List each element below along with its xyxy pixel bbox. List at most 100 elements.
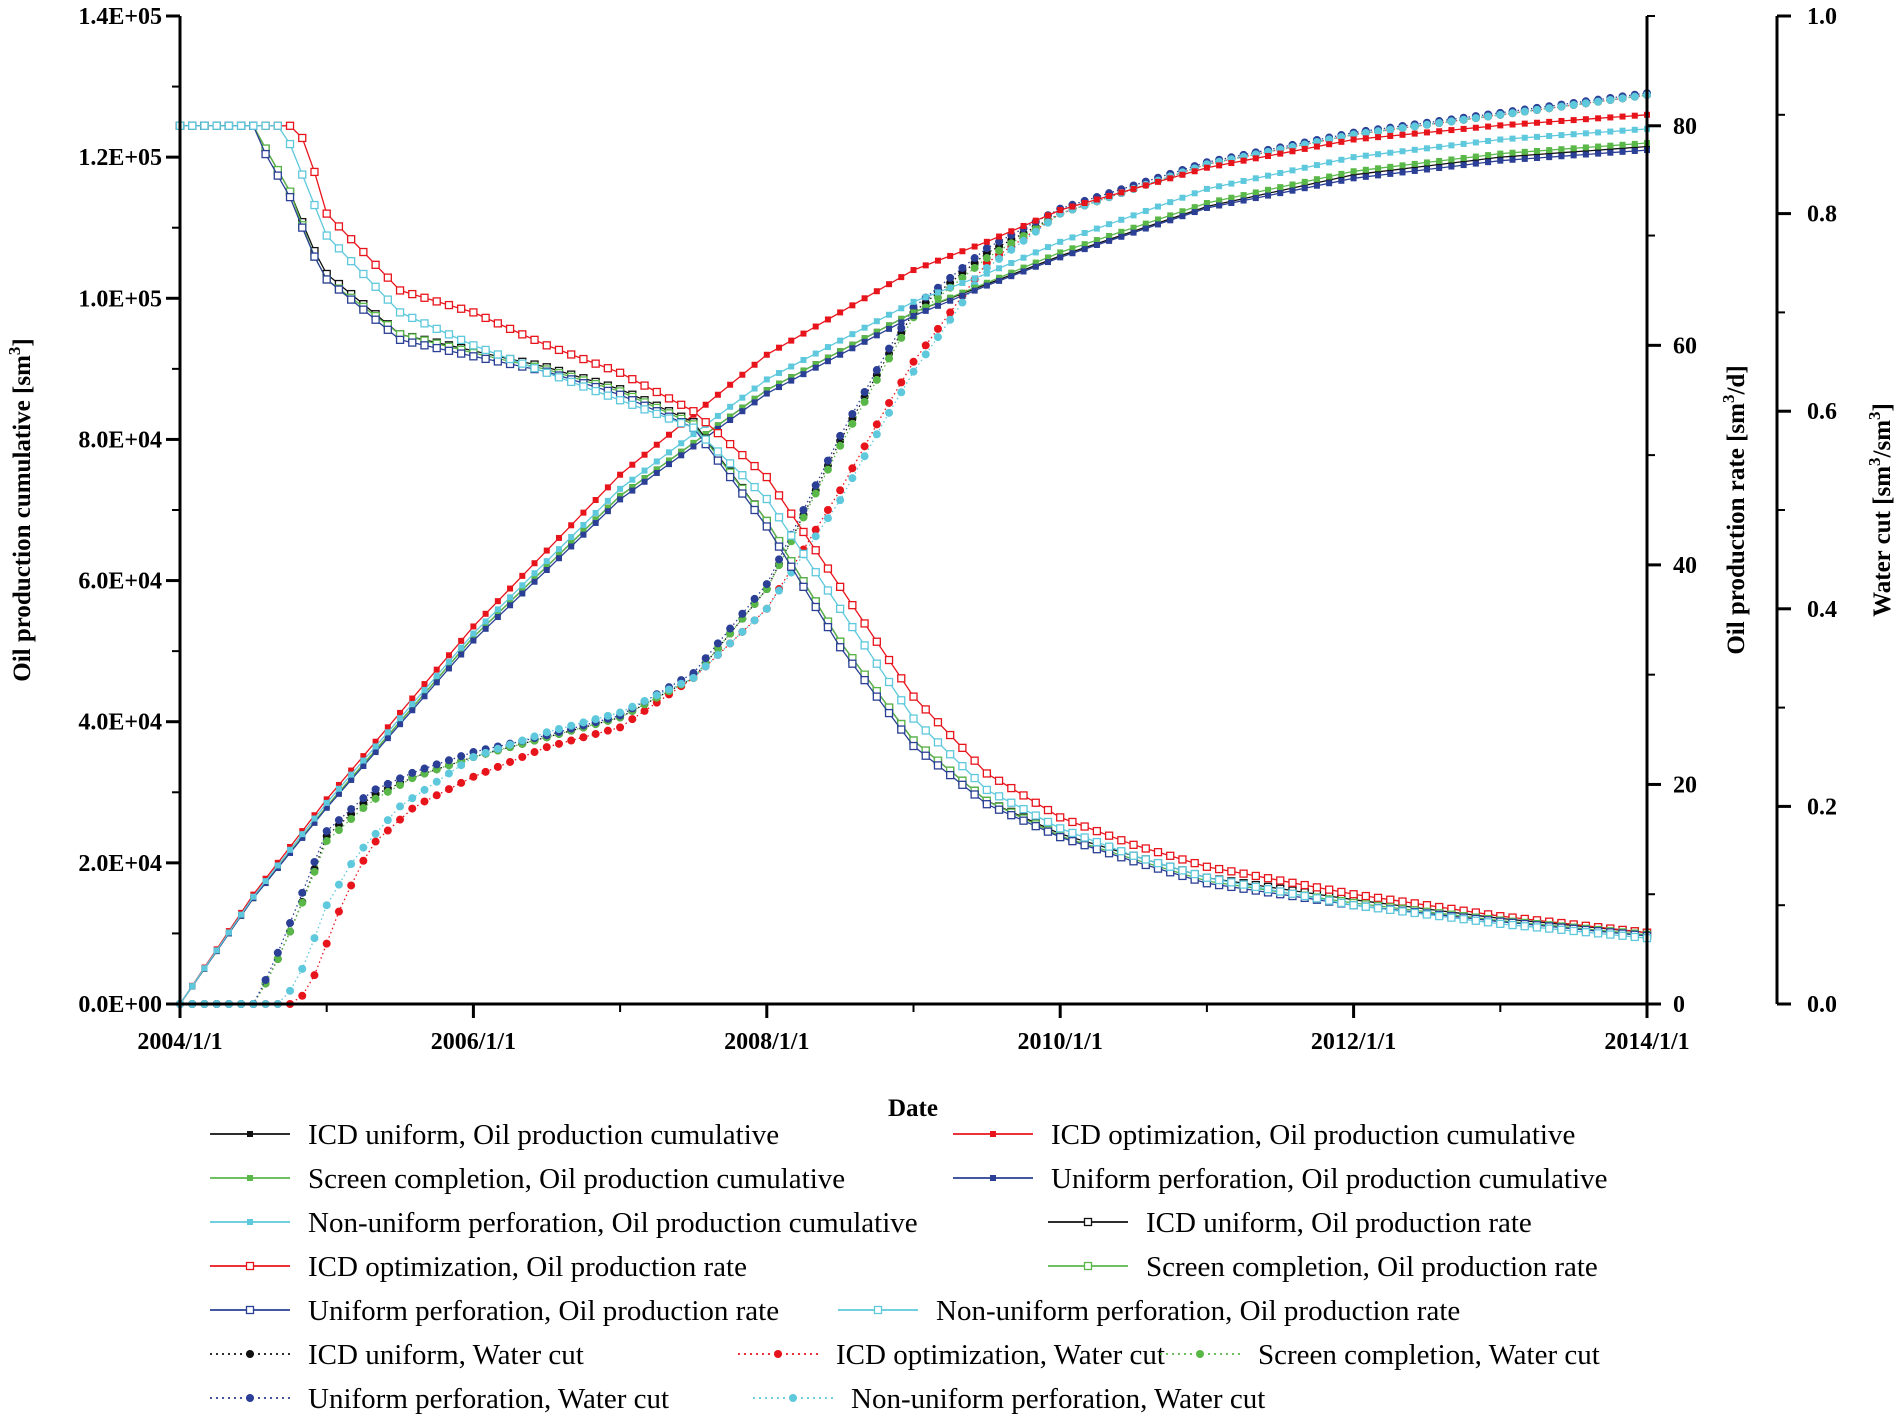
data-point-marker	[1423, 145, 1430, 152]
data-point-marker	[1546, 147, 1553, 154]
left-tick-label: 1.4E+05	[78, 4, 162, 30]
data-point-marker	[1081, 246, 1088, 253]
data-point-marker	[322, 209, 331, 218]
series-icd-optimization-oil-production-rate	[175, 121, 1652, 937]
data-point-marker	[958, 761, 967, 771]
data-point-marker	[604, 504, 611, 511]
data-point-marker	[1533, 151, 1540, 158]
data-point-marker	[897, 378, 906, 387]
legend-item: Uniform perforation, Water cut	[210, 1383, 669, 1415]
data-point-marker	[1338, 177, 1345, 184]
data-point-marker	[591, 715, 600, 724]
data-point-marker	[799, 582, 808, 591]
data-point-marker	[1252, 189, 1259, 196]
series-screen-completion-oil-production-rate	[175, 121, 1652, 939]
data-point-marker	[1044, 254, 1051, 261]
data-point-marker	[334, 880, 343, 889]
data-point-marker	[481, 354, 490, 364]
data-point-marker	[444, 769, 453, 778]
data-point-marker	[224, 121, 234, 130]
data-point-marker	[348, 767, 355, 774]
data-point-marker	[458, 637, 465, 644]
data-point-marker	[665, 685, 673, 694]
data-point-marker	[872, 430, 881, 439]
data-point-marker	[505, 324, 515, 334]
data-point-marker	[360, 757, 367, 764]
data-point-marker	[1277, 150, 1284, 157]
data-point-marker	[1068, 837, 1077, 846]
data-point-marker	[1191, 204, 1198, 211]
series-icd-optimization-water-cut	[176, 91, 1651, 1008]
data-point-marker	[1141, 855, 1150, 864]
data-point-marker	[1631, 126, 1638, 133]
data-point-marker	[1130, 185, 1137, 192]
data-point-marker	[836, 604, 845, 613]
data-point-marker	[811, 489, 820, 498]
data-point-marker	[1104, 831, 1114, 840]
data-point-marker	[1263, 885, 1273, 894]
data-point-marker	[518, 359, 527, 368]
data-point-marker	[776, 344, 783, 351]
data-point-marker	[1411, 167, 1418, 174]
data-point-marker	[1497, 150, 1504, 157]
data-point-marker	[738, 627, 747, 636]
data-point-marker	[1448, 127, 1455, 134]
data-point-marker	[775, 555, 784, 564]
data-point-marker	[824, 344, 831, 351]
data-point-marker	[1289, 167, 1296, 174]
legend-label: ICD optimization, Oil production cumulat…	[1051, 1119, 1575, 1151]
data-point-marker	[507, 585, 514, 592]
data-point-marker	[1118, 233, 1125, 240]
data-point-marker	[873, 1305, 883, 1315]
data-point-marker	[725, 459, 735, 468]
data-point-marker	[334, 907, 343, 916]
data-point-marker	[458, 648, 465, 655]
data-point-marker	[433, 666, 440, 673]
data-point-marker	[1593, 929, 1603, 938]
data-point-marker	[298, 223, 307, 232]
data-point-marker	[872, 375, 881, 384]
data-point-marker	[800, 357, 807, 364]
data-point-marker	[310, 857, 319, 866]
data-point-marker	[432, 297, 441, 306]
data-point-marker	[897, 725, 906, 734]
data-point-marker	[457, 304, 466, 313]
data-point-marker	[397, 721, 404, 728]
data-point-marker	[909, 692, 918, 701]
data-point-marker	[372, 738, 379, 745]
data-point-marker	[1326, 159, 1333, 166]
data-point-marker	[1497, 136, 1504, 143]
data-point-marker	[299, 834, 306, 841]
data-point-marker	[323, 804, 330, 811]
data-point-marker	[201, 965, 208, 972]
data-point-marker	[1020, 268, 1027, 275]
data-point-marker	[1118, 216, 1125, 223]
plot-area	[175, 89, 1652, 1008]
data-point-marker	[1460, 158, 1467, 165]
data-point-marker	[1483, 918, 1493, 927]
data-point-marker	[542, 368, 551, 377]
data-point-marker	[494, 606, 501, 613]
data-point-marker	[849, 345, 856, 352]
data-point-marker	[579, 354, 588, 364]
data-point-marker	[971, 287, 978, 294]
data-point-marker	[1031, 798, 1040, 807]
data-point-marker	[580, 531, 587, 538]
data-point-marker	[482, 625, 489, 632]
data-point-marker	[1228, 194, 1235, 201]
data-point-marker	[1387, 149, 1394, 156]
data-point-marker	[1081, 241, 1088, 248]
data-point-marker	[1252, 155, 1259, 162]
data-point-marker	[247, 1219, 253, 1225]
data-point-marker	[543, 547, 550, 554]
data-point-marker	[247, 1131, 253, 1137]
data-point-marker	[1117, 847, 1126, 856]
data-point-marker	[1558, 153, 1565, 160]
data-point-marker	[849, 341, 856, 348]
legend-item: ICD uniform, Water cut	[210, 1339, 584, 1371]
right-y-axis-title-rate: Oil production rate [sm3/d]	[1719, 365, 1750, 654]
data-point-marker	[542, 341, 551, 350]
data-point-marker	[493, 762, 502, 771]
data-point-marker	[629, 476, 636, 483]
data-point-marker	[1472, 160, 1479, 167]
